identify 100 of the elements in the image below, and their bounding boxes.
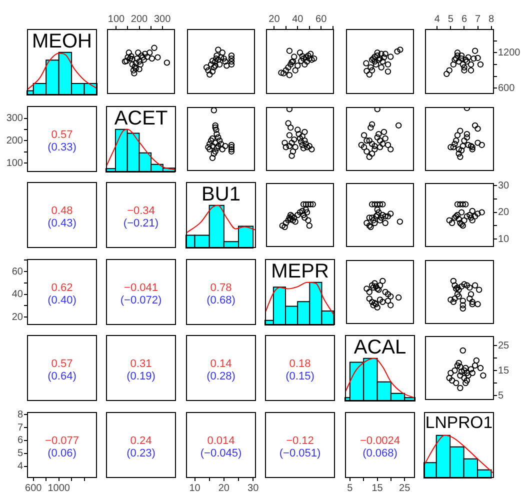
text: (0.15) [286, 371, 315, 383]
point [308, 56, 316, 63]
chart-title: MEOH [32, 30, 92, 53]
point [141, 56, 148, 63]
point [136, 58, 143, 65]
point [142, 50, 149, 57]
point [204, 67, 212, 74]
annotation: −0.0024 [360, 435, 400, 448]
point [387, 293, 394, 300]
point [477, 365, 484, 372]
point [458, 369, 465, 376]
text: (−0.072) [120, 294, 162, 306]
point [146, 50, 154, 56]
point [384, 298, 391, 304]
point [291, 136, 298, 142]
y-tick-label: 300 [6, 112, 24, 124]
point [136, 66, 143, 72]
point [300, 212, 307, 218]
point [374, 52, 380, 59]
point [458, 146, 465, 154]
y-tick-label: 7 [17, 422, 24, 434]
point [376, 144, 383, 150]
point [305, 52, 312, 59]
point [454, 201, 461, 208]
point [302, 140, 310, 147]
point [138, 52, 146, 59]
point [290, 217, 296, 224]
point [228, 61, 234, 68]
point [379, 58, 386, 65]
x-tick-label: 30 [247, 482, 259, 494]
point [299, 132, 306, 139]
point [458, 55, 465, 62]
point [457, 127, 464, 134]
point [371, 280, 378, 286]
point [214, 134, 222, 140]
point [379, 201, 386, 208]
point [444, 70, 450, 78]
point [460, 302, 466, 308]
annotation: (0.068) [362, 448, 398, 460]
y-tick-label: 30 [498, 180, 510, 192]
chart-title: ACAL [353, 336, 406, 359]
y-tick-label: 20 [498, 207, 510, 218]
point [358, 141, 364, 148]
point [370, 284, 376, 290]
point [285, 64, 292, 71]
point [382, 220, 388, 226]
point [456, 293, 462, 300]
chart-title: BU1 [201, 184, 240, 206]
point [368, 67, 375, 74]
point [218, 140, 224, 147]
point [374, 201, 380, 208]
point [304, 209, 310, 216]
point [466, 212, 473, 218]
point [457, 385, 464, 392]
point [124, 58, 130, 64]
point [474, 139, 481, 146]
point [379, 140, 386, 147]
point [212, 124, 218, 130]
point [288, 139, 296, 146]
point [468, 366, 474, 373]
point [300, 201, 307, 208]
point [288, 152, 296, 159]
point [294, 212, 301, 218]
point [452, 140, 458, 147]
chart-title: LNPRO1 [425, 413, 493, 432]
text: 0.18 [289, 358, 311, 370]
point [212, 122, 218, 128]
x-tick-label: 300 [154, 14, 172, 25]
point [371, 201, 378, 208]
point [288, 124, 294, 130]
point [460, 61, 466, 68]
point [368, 150, 375, 156]
point [310, 201, 316, 208]
point [212, 126, 220, 132]
point [228, 148, 234, 154]
point [469, 300, 476, 308]
point [462, 380, 469, 386]
point [368, 214, 375, 221]
point [366, 295, 372, 302]
text: (0.68) [206, 294, 236, 306]
point [448, 378, 456, 384]
point [446, 217, 452, 224]
y-tick-label: 4 [17, 461, 24, 472]
point [206, 71, 213, 78]
point [387, 302, 394, 308]
point [222, 142, 228, 149]
point [450, 144, 457, 150]
point [448, 220, 456, 226]
point [366, 137, 372, 144]
point [458, 52, 465, 59]
point [371, 54, 378, 60]
point [382, 288, 388, 295]
point [304, 144, 310, 150]
point [209, 154, 216, 161]
y-tick-label: 40 [12, 288, 24, 300]
point [469, 146, 476, 152]
point [363, 148, 370, 154]
y-tick-label: 10 [498, 234, 510, 245]
x-tick-label: 8 [488, 14, 495, 25]
point [457, 201, 464, 208]
